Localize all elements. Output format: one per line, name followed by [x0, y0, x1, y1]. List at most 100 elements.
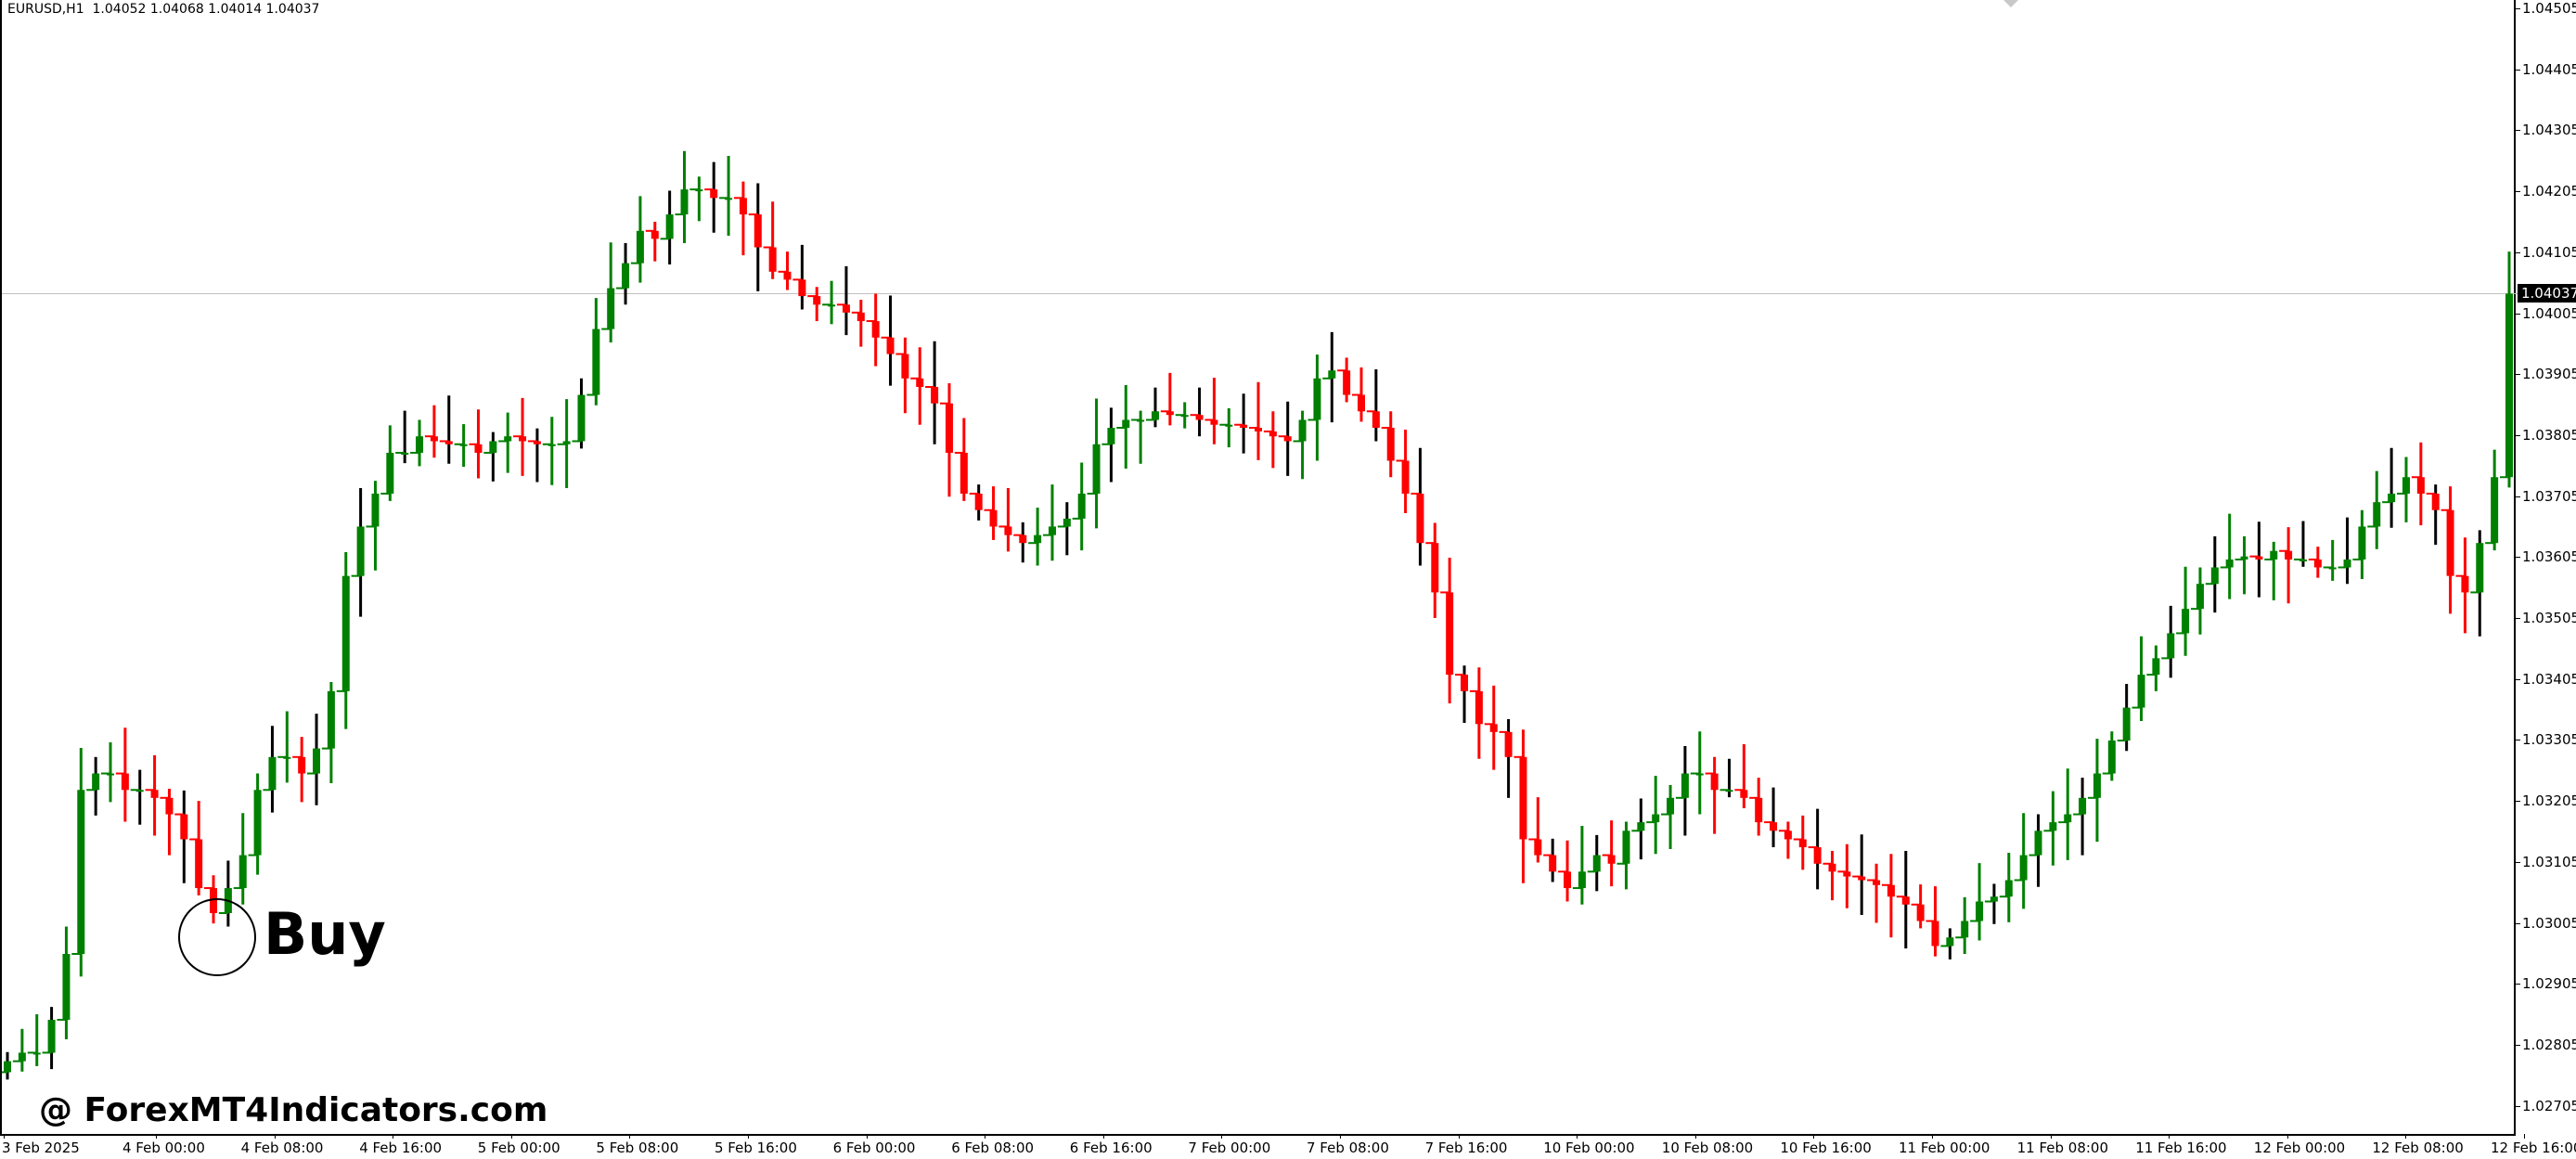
candle — [483, 431, 497, 482]
candle — [1558, 840, 1572, 902]
time-tick-label: 12 Feb 00:00 — [2253, 1140, 2346, 1156]
candle — [2411, 442, 2425, 526]
candle — [1204, 378, 1218, 444]
candle — [2426, 484, 2440, 546]
candle — [145, 754, 159, 836]
candle — [1440, 557, 1454, 703]
candle-body — [2402, 477, 2410, 494]
candle-body — [1004, 526, 1012, 535]
time-tick — [1932, 1134, 1933, 1139]
candle — [1543, 838, 1557, 882]
time-tick-label: 7 Feb 08:00 — [1307, 1140, 1389, 1156]
time-tick-label: 4 Feb 00:00 — [122, 1140, 205, 1156]
candle — [719, 155, 733, 237]
candle-body — [327, 690, 335, 749]
time-tick — [629, 1134, 631, 1139]
candle — [925, 341, 939, 444]
candle-body — [1592, 855, 1601, 872]
candle-body — [1901, 896, 1910, 905]
candle — [660, 190, 674, 264]
time-tick-label: 4 Feb 08:00 — [240, 1140, 324, 1156]
candle — [1087, 398, 1101, 529]
candle — [1307, 354, 1321, 461]
candle — [586, 298, 600, 406]
time-tick — [1813, 1134, 1815, 1139]
candle — [1278, 401, 1292, 476]
candle — [1101, 407, 1115, 483]
candle-body — [1813, 847, 1822, 864]
time-tick — [2286, 1134, 2288, 1139]
time-tick — [510, 1134, 512, 1139]
candle — [2058, 768, 2072, 860]
candle — [2396, 457, 2410, 522]
candle-body — [1770, 822, 1778, 831]
candle — [1764, 787, 1778, 848]
price-tick — [2516, 1044, 2520, 1046]
candle — [174, 790, 188, 883]
candle — [115, 728, 129, 822]
candle-body — [1475, 690, 1483, 725]
candle — [704, 161, 718, 233]
candle-body — [1519, 756, 1527, 840]
candle — [1852, 834, 1866, 915]
candle-body — [18, 1052, 26, 1062]
time-tick-label: 5 Feb 00:00 — [477, 1140, 560, 1156]
candle — [439, 395, 453, 464]
candle — [910, 347, 924, 425]
candle-body — [916, 378, 924, 387]
price-tick-label: 1.03705 — [2522, 487, 2576, 505]
candlestick-series — [2, 150, 2513, 1080]
candle — [513, 397, 527, 476]
price-tick-label: 1.04305 — [2522, 122, 2576, 139]
candle-body — [341, 575, 350, 691]
candle-body — [195, 839, 203, 889]
buy-signal-circle — [178, 898, 256, 976]
candle-body — [1283, 436, 1292, 442]
price-tick — [2516, 434, 2520, 436]
candle — [866, 293, 880, 367]
candle — [1145, 387, 1159, 428]
candle — [1131, 410, 1145, 464]
time-tick — [4, 1134, 5, 1139]
price-tick — [2516, 861, 2520, 863]
candle-body — [356, 526, 365, 576]
candle-body — [371, 493, 380, 527]
candle-body — [2416, 477, 2425, 494]
candle-body — [2491, 477, 2499, 544]
candle-body — [1931, 921, 1939, 947]
price-tick-label: 1.03405 — [2522, 670, 2576, 688]
candle-body — [1416, 493, 1424, 544]
candle-body — [2019, 855, 2028, 881]
price-tick-label: 1.03205 — [2522, 792, 2576, 810]
candle-body — [2388, 493, 2396, 503]
candle — [12, 1028, 26, 1072]
candle-body — [2167, 633, 2175, 659]
symbol-info: EURUSD,H1 1.04052 1.04068 1.04014 1.0403… — [7, 2, 320, 17]
candle — [2470, 530, 2484, 637]
time-tick-label: 12 Feb 08:00 — [2372, 1140, 2464, 1156]
candle — [321, 681, 335, 784]
candle-body — [1092, 444, 1101, 494]
time-tick — [1694, 1134, 1696, 1139]
candle-body — [1328, 370, 1336, 379]
candle — [822, 280, 836, 325]
candle — [2500, 251, 2513, 488]
candle-body — [931, 386, 939, 404]
candle-body — [2446, 509, 2454, 576]
candle — [1293, 410, 1307, 480]
candle — [1646, 776, 1660, 855]
candle-body — [268, 756, 277, 791]
candle — [998, 488, 1012, 552]
candle — [2485, 449, 2499, 551]
time-tick — [1577, 1134, 1578, 1139]
candle — [86, 756, 100, 816]
dropdown-arrow-icon[interactable] — [2003, 0, 2018, 7]
candle-body — [1784, 831, 1792, 840]
candle-body — [1372, 411, 1380, 429]
chart-area[interactable]: EURUSD,H1 1.04052 1.04068 1.04014 1.0403… — [0, 0, 2518, 1136]
time-tick — [2169, 1134, 2170, 1139]
candle — [939, 383, 953, 497]
time-tick-label: 5 Feb 08:00 — [596, 1140, 679, 1156]
price-tick — [2516, 984, 2520, 985]
candle — [1160, 372, 1174, 426]
